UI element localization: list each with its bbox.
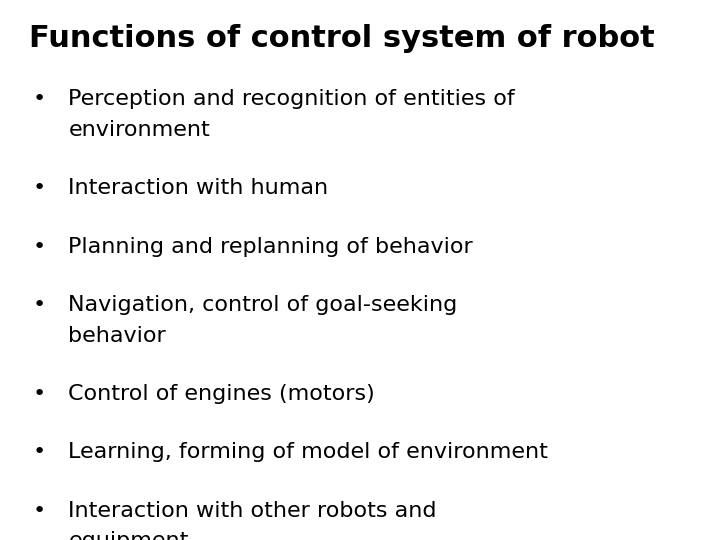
Text: Functions of control system of robot: Functions of control system of robot: [29, 24, 654, 53]
Text: Interaction with other robots and: Interaction with other robots and: [68, 501, 437, 521]
Text: Learning, forming of model of environment: Learning, forming of model of environmen…: [68, 442, 548, 462]
Text: •: •: [32, 384, 45, 404]
Text: behavior: behavior: [68, 326, 166, 346]
Text: Interaction with human: Interaction with human: [68, 178, 328, 198]
Text: environment: environment: [68, 120, 210, 140]
Text: Perception and recognition of entities of: Perception and recognition of entities o…: [68, 89, 515, 109]
Text: Navigation, control of goal-seeking: Navigation, control of goal-seeking: [68, 295, 458, 315]
Text: Planning and replanning of behavior: Planning and replanning of behavior: [68, 237, 473, 256]
Text: •: •: [32, 178, 45, 198]
Text: •: •: [32, 295, 45, 315]
Text: Control of engines (motors): Control of engines (motors): [68, 384, 375, 404]
Text: equipment: equipment: [68, 531, 189, 540]
Text: •: •: [32, 237, 45, 256]
Text: •: •: [32, 501, 45, 521]
Text: •: •: [32, 442, 45, 462]
Text: •: •: [32, 89, 45, 109]
